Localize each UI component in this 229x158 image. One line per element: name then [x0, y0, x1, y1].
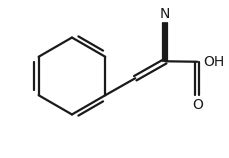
Text: O: O [191, 97, 202, 112]
Text: N: N [159, 7, 170, 21]
Text: OH: OH [202, 55, 224, 69]
